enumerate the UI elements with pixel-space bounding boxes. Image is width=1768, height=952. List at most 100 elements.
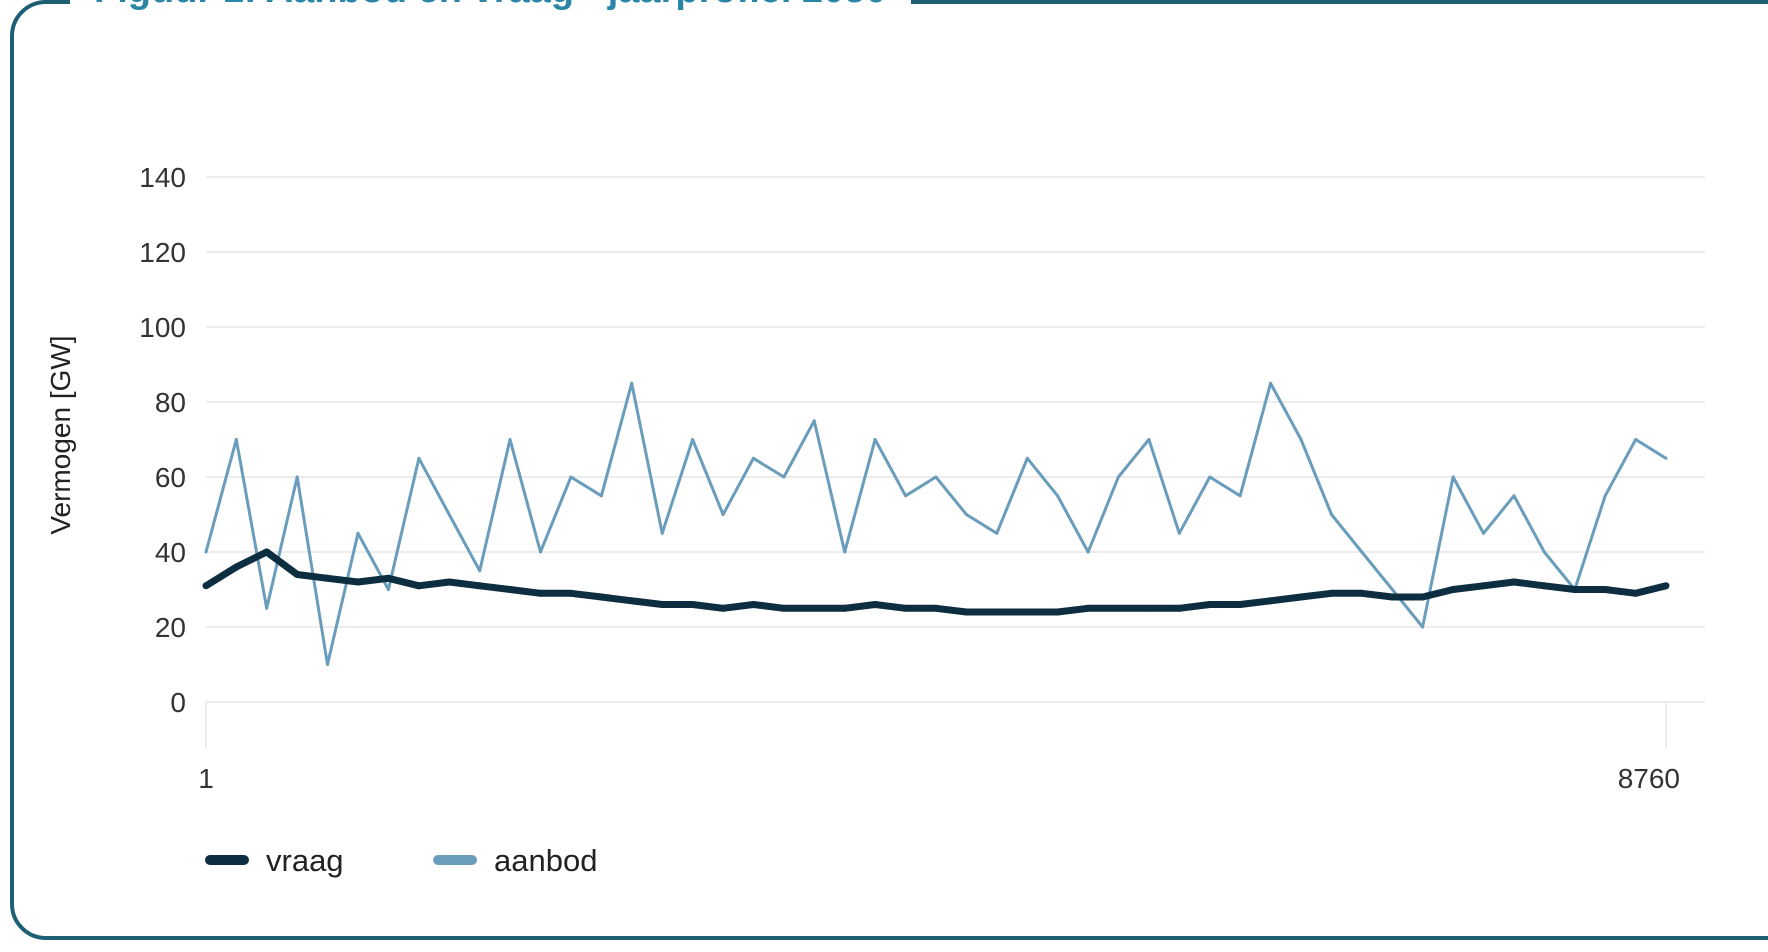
legend: vraag aanbod xyxy=(205,843,597,878)
data-point-vraag xyxy=(1023,608,1031,616)
data-point-vraag xyxy=(1571,586,1579,593)
data-point-aanbod xyxy=(904,494,908,498)
y-tick-labels: 0 20 40 60 80 100 120 140 xyxy=(139,162,186,718)
data-point-vraag xyxy=(1419,593,1427,601)
legend-label-vraag: vraag xyxy=(266,843,344,878)
y-tick-label: 80 xyxy=(155,387,186,418)
data-point-aanbod xyxy=(1147,438,1151,441)
title-wrap: Figuur 1: Aanbod en vraag - jaarprofiel … xyxy=(70,0,911,10)
data-point-aanbod xyxy=(1421,625,1425,629)
data-point-aanbod xyxy=(447,513,451,516)
data-point-vraag xyxy=(567,589,575,597)
x-tick-labels: 1 8760 xyxy=(198,763,1680,794)
data-point-vraag xyxy=(993,608,1001,616)
data-point-vraag xyxy=(537,589,545,597)
data-point-aanbod xyxy=(417,456,421,460)
data-point-aanbod xyxy=(356,531,360,535)
data-point-aanbod xyxy=(386,588,390,591)
data-point-aanbod xyxy=(630,381,634,385)
data-point-vraag xyxy=(1510,578,1518,586)
data-point-aanbod xyxy=(1512,494,1516,498)
data-point-aanbod xyxy=(873,438,877,441)
data-point-vraag xyxy=(1662,582,1670,590)
data-point-vraag xyxy=(232,563,240,571)
series-line-vraag xyxy=(204,548,1667,616)
data-point-aanbod xyxy=(326,663,330,666)
data-point-aanbod xyxy=(691,438,695,441)
data-point-vraag xyxy=(1206,601,1214,608)
data-point-aanbod xyxy=(204,550,208,554)
data-point-aanbod xyxy=(843,550,847,554)
data-point-aanbod xyxy=(539,550,543,554)
y-tick-label: 120 xyxy=(139,237,186,268)
data-point-aanbod xyxy=(1269,381,1273,385)
data-point-vraag xyxy=(1145,604,1153,612)
data-point-aanbod xyxy=(295,475,299,479)
data-point-vraag xyxy=(689,601,697,608)
x-tick-label: 1 xyxy=(198,763,214,794)
data-point-aanbod xyxy=(1481,531,1485,535)
data-point-vraag xyxy=(506,586,514,593)
data-point-vraag xyxy=(445,578,453,586)
grid xyxy=(205,176,1705,748)
data-point-vraag xyxy=(628,597,636,605)
series-line-aanbod xyxy=(204,381,1667,666)
data-point-aanbod xyxy=(782,475,786,479)
data-point-aanbod xyxy=(234,438,238,441)
data-point-vraag xyxy=(1114,604,1122,612)
x-tick-label: 8760 xyxy=(1618,763,1680,794)
y-tick-label: 60 xyxy=(155,462,186,493)
data-point-aanbod xyxy=(964,513,968,516)
legend-label-aanbod: aanbod xyxy=(494,843,597,878)
data-point-vraag xyxy=(658,601,666,608)
data-point-aanbod xyxy=(1056,494,1060,498)
data-point-vraag xyxy=(1540,582,1548,590)
data-point-aanbod xyxy=(1177,531,1181,535)
data-point-aanbod xyxy=(478,569,482,573)
y-tick-label: 0 xyxy=(170,687,186,718)
data-point-aanbod xyxy=(1360,550,1364,554)
data-point-vraag xyxy=(1327,589,1335,597)
data-point-vraag xyxy=(1388,593,1396,601)
data-point-vraag xyxy=(263,548,271,556)
data-point-vraag xyxy=(1175,604,1183,612)
data-point-aanbod xyxy=(1603,494,1607,498)
data-point-aanbod xyxy=(1238,494,1242,498)
series-aanbod xyxy=(204,381,1668,666)
data-point-vraag xyxy=(902,604,910,612)
data-point-aanbod xyxy=(599,494,603,498)
data-point-vraag xyxy=(719,604,727,612)
y-axis-label: Vermogen [GW] xyxy=(45,335,76,534)
data-point-aanbod xyxy=(508,438,512,441)
data-point-aanbod xyxy=(660,531,664,535)
y-tick-label: 20 xyxy=(155,612,186,643)
data-point-vraag xyxy=(1449,586,1457,593)
data-point-aanbod xyxy=(1634,438,1638,441)
data-point-aanbod xyxy=(1116,475,1120,479)
data-point-vraag xyxy=(1054,608,1062,616)
data-point-vraag xyxy=(1601,586,1609,593)
data-point-vraag xyxy=(202,582,210,590)
y-tick-label: 40 xyxy=(155,537,186,568)
series-vraag xyxy=(202,548,1670,616)
data-point-vraag xyxy=(1084,604,1092,612)
data-point-aanbod xyxy=(1542,550,1546,554)
data-point-aanbod xyxy=(1208,475,1212,479)
data-point-aanbod xyxy=(569,475,573,479)
data-point-aanbod xyxy=(265,606,269,610)
data-point-vraag xyxy=(1267,597,1275,605)
data-point-aanbod xyxy=(721,513,725,516)
data-point-vraag xyxy=(810,604,818,612)
data-point-vraag xyxy=(324,574,332,582)
data-point-vraag xyxy=(932,604,940,612)
data-point-vraag xyxy=(841,604,849,612)
data-point-aanbod xyxy=(812,419,816,423)
data-point-vraag xyxy=(293,571,301,578)
data-point-aanbod xyxy=(934,475,938,479)
data-point-vraag xyxy=(597,593,605,601)
data-point-aanbod xyxy=(751,456,755,460)
data-point-vraag xyxy=(415,582,423,590)
data-point-aanbod xyxy=(1299,438,1303,441)
y-tick-label: 100 xyxy=(139,312,186,343)
